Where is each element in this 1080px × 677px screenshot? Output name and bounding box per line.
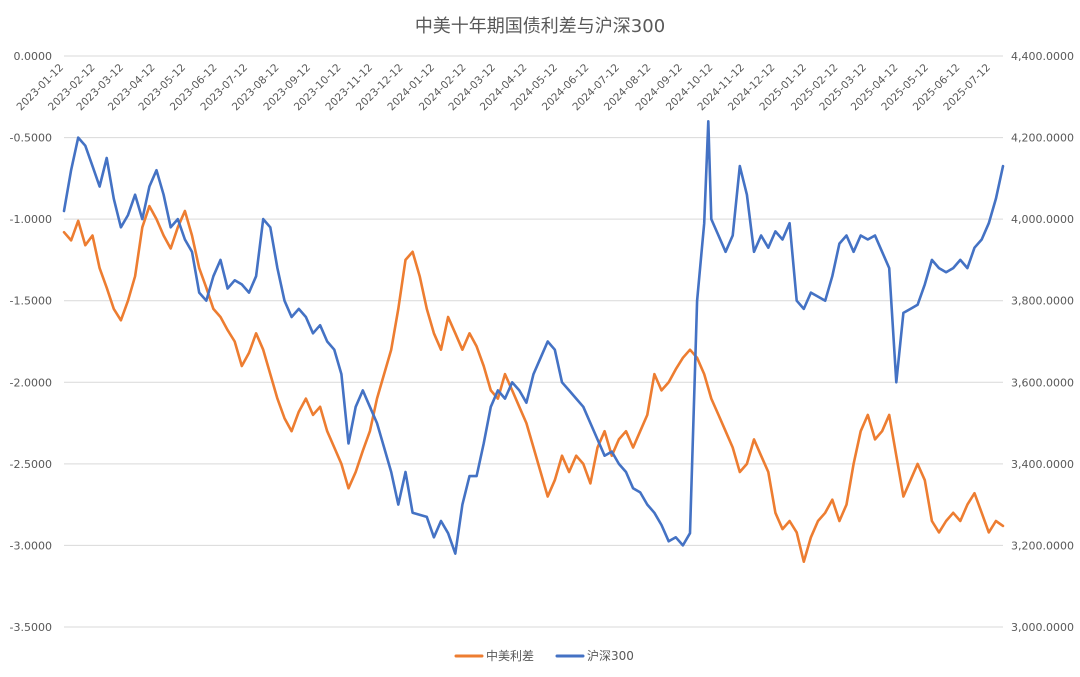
right-tick-label: 3,400.0000	[1011, 458, 1074, 471]
left-tick-label: -3.0000	[10, 539, 52, 552]
series-line-spread	[62, 204, 1005, 563]
grid-lines	[64, 55, 1003, 628]
right-tick-label: 3,800.0000	[1011, 295, 1074, 308]
right-tick-label: 3,600.0000	[1011, 376, 1074, 389]
legend: 中美利差 沪深300	[454, 648, 634, 663]
left-tick-label: -2.0000	[10, 376, 52, 389]
left-tick-label: -1.5000	[10, 295, 52, 308]
left-tick-label: -3.5000	[10, 621, 52, 634]
left-axis-ticks: 0.0000 -0.5000 -1.0000 -1.5000 -2.0000 -2.500…	[10, 50, 52, 634]
legend-label-csi300: 沪深300	[587, 649, 634, 663]
right-tick-label: 3,200.0000	[1011, 539, 1074, 552]
right-tick-label: 4,200.0000	[1011, 132, 1074, 145]
series-line-csi300	[62, 120, 1005, 555]
series-layer	[62, 120, 1005, 563]
right-tick-label: 4,000.0000	[1011, 213, 1074, 226]
legend-item-csi300: 沪深300	[555, 649, 634, 663]
right-axis-ticks: 4,400.0000 4,200.0000 4,000.0000 3,800.0000…	[1011, 50, 1074, 634]
left-tick-label: -2.5000	[10, 458, 52, 471]
chart-title: 中美十年期国债利差与沪深300	[415, 16, 665, 37]
left-tick-label: 0.0000	[14, 50, 53, 63]
legend-label-spread: 中美利差	[486, 648, 534, 663]
right-tick-label: 4,400.0000	[1011, 50, 1074, 63]
left-tick-label: -0.5000	[10, 132, 52, 145]
left-tick-label: -1.0000	[10, 213, 52, 226]
x-axis-ticks: 2023-01-122023-02-122023-03-122023-04-12…	[14, 62, 992, 114]
right-tick-label: 3,000.0000	[1011, 621, 1074, 634]
legend-item-spread: 中美利差	[454, 648, 534, 663]
